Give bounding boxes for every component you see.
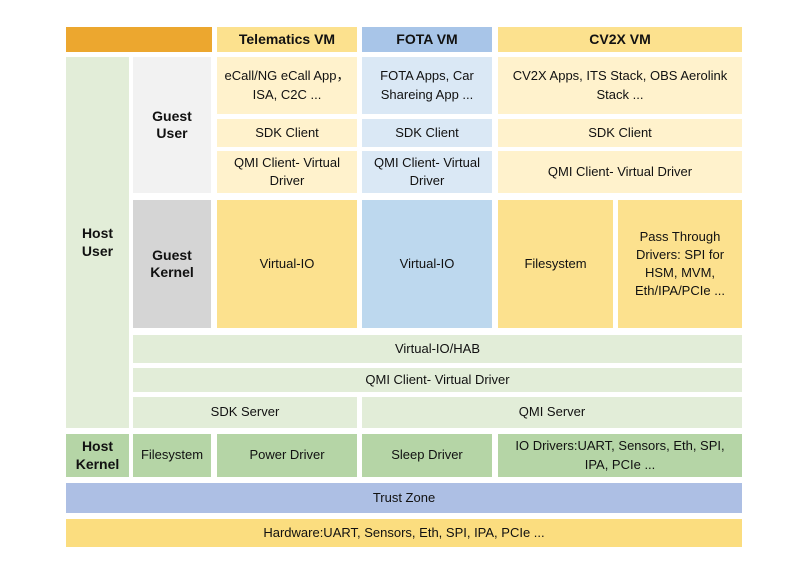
telematics-apps-cell: eCall/NG eCall App，ISA, C2C ... — [217, 57, 357, 114]
cv2x-qmi-client-cell: QMI Client- Virtual Driver — [498, 151, 742, 193]
header-spacer-block — [66, 27, 212, 52]
cv2x-sdk-client-cell: SDK Client — [498, 119, 742, 147]
fota-sdk-client-cell: SDK Client — [362, 119, 492, 147]
sleep-driver-cell: Sleep Driver — [362, 434, 492, 477]
power-driver-cell: Power Driver — [217, 434, 357, 477]
cv2x-apps-cell: CV2X Apps, ITS Stack, OBS Aerolink Stack… — [498, 57, 742, 114]
fota-qmi-client-cell: QMI Client- Virtual Driver — [362, 151, 492, 193]
sdk-server-bar: SDK Server — [133, 397, 357, 428]
telematics-qmi-client-cell: QMI Client- Virtual Driver — [217, 151, 357, 193]
qmi-server-bar: QMI Server — [362, 397, 742, 428]
cv2x-filesystem-cell: Filesystem — [498, 200, 613, 328]
label-host-kernel: Host Kernel — [66, 434, 129, 477]
label-guest-user: Guest User — [133, 57, 211, 193]
virtual-io-hab-bar: Virtual-IO/HAB — [133, 335, 742, 363]
fota-virtual-io-cell: Virtual-IO — [362, 200, 492, 328]
fota-apps-cell: FOTA Apps, Car Shareing App ... — [362, 57, 492, 114]
header-telematics-vm: Telematics VM — [217, 27, 357, 52]
host-kernel-filesystem-cell: Filesystem — [133, 434, 211, 477]
host-qmi-client-virtual-driver-bar: QMI Client- Virtual Driver — [133, 368, 742, 392]
telematics-virtual-io-cell: Virtual-IO — [217, 200, 357, 328]
telematics-sdk-client-cell: SDK Client — [217, 119, 357, 147]
cv2x-passthrough-drivers-cell: Pass Through Drivers: SPI for HSM, MVM, … — [618, 200, 742, 328]
header-fota-vm: FOTA VM — [362, 27, 492, 52]
io-drivers-cell: IO Drivers:UART, Sensors, Eth, SPI, IPA,… — [498, 434, 742, 477]
trust-zone-bar: Trust Zone — [66, 483, 742, 513]
hardware-bar: Hardware:UART, Sensors, Eth, SPI, IPA, P… — [66, 519, 742, 547]
header-cv2x-vm: CV2X VM — [498, 27, 742, 52]
label-host-user: Host User — [66, 57, 129, 428]
label-guest-kernel: Guest Kernel — [133, 200, 211, 328]
